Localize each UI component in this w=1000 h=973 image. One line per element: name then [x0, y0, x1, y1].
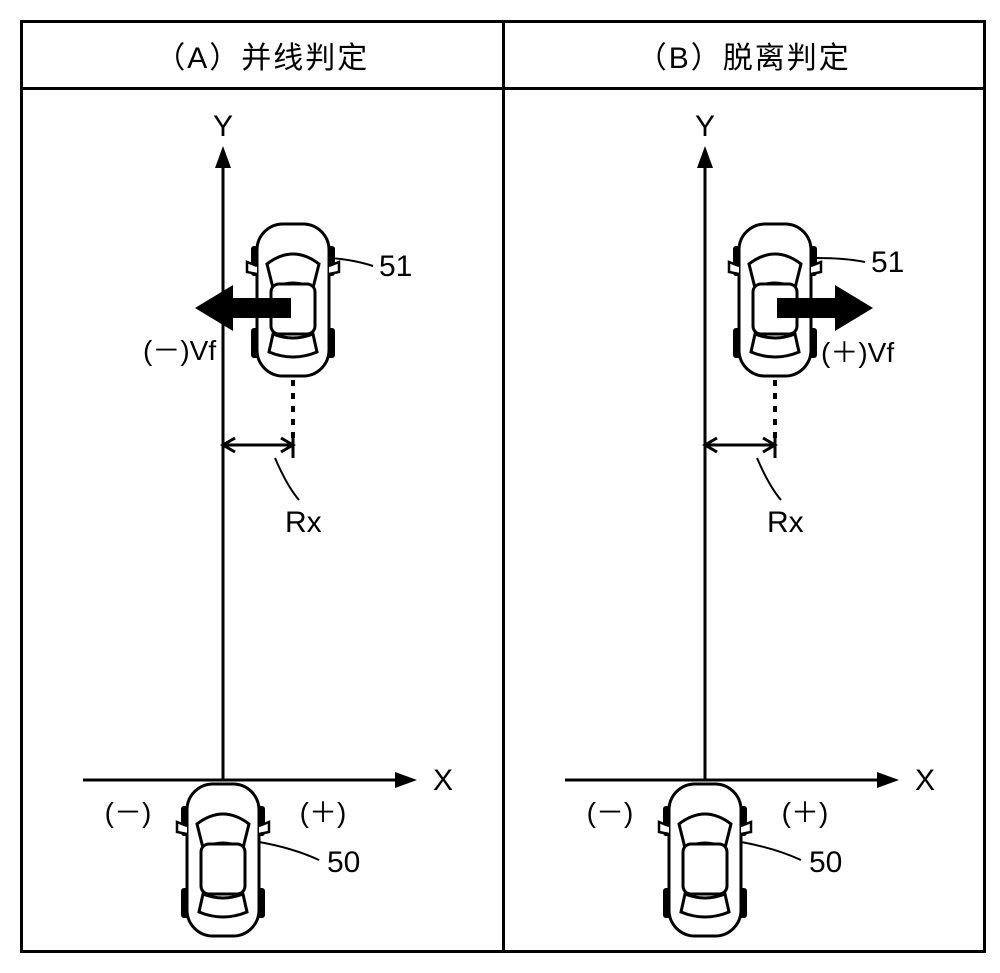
ego-ref-number: 50 [327, 846, 360, 879]
ego-leader [741, 842, 801, 860]
panel-b-body: Y X (－) (＋) [505, 90, 984, 950]
y-axis-arrowhead [215, 146, 231, 168]
rx-bracket [705, 432, 775, 458]
velocity-label: (－)Vf [143, 335, 216, 366]
ego-ref-number: 50 [809, 846, 842, 879]
target-leader [817, 258, 865, 262]
x-axis-label: X [915, 764, 935, 797]
y-axis-label: Y [694, 110, 714, 143]
panel-a-title: （A）并线判定 [23, 23, 502, 90]
rx-leader [757, 458, 781, 500]
ego-vehicle [177, 784, 269, 936]
figure-container: （A）并线判定 Y X (－) (＋) [20, 20, 986, 953]
x-neg-label: (－) [105, 797, 152, 828]
rx-label: Rx [285, 506, 322, 539]
x-neg-label: (－) [586, 797, 633, 828]
x-axis-arrowhead [395, 772, 417, 788]
panel-b: （B）脱离判定 Y X (－) (＋) [505, 23, 984, 950]
rx-leader [275, 458, 299, 500]
velocity-label: (＋)Vf [821, 337, 894, 368]
ego-leader [259, 842, 319, 860]
target-ref-number: 51 [871, 246, 904, 279]
y-axis-arrowhead [697, 146, 713, 168]
rx-label: Rx [767, 506, 804, 539]
x-axis-arrowhead [877, 772, 899, 788]
panel-b-title: （B）脱离判定 [505, 23, 984, 90]
x-axis-label: X [433, 764, 453, 797]
rx-bracket [223, 432, 293, 458]
panel-b-svg: Y X (－) (＋) [505, 90, 982, 947]
panel-a: （A）并线判定 Y X (－) (＋) [23, 23, 505, 950]
panel-a-svg: Y X (－) (＋) [23, 90, 500, 947]
panel-a-body: Y X (－) (＋) [23, 90, 502, 950]
x-pos-label: (＋) [300, 797, 347, 828]
ego-vehicle [659, 784, 751, 936]
y-axis-label: Y [213, 110, 233, 143]
target-ref-number: 51 [379, 250, 412, 283]
x-pos-label: (＋) [781, 797, 828, 828]
